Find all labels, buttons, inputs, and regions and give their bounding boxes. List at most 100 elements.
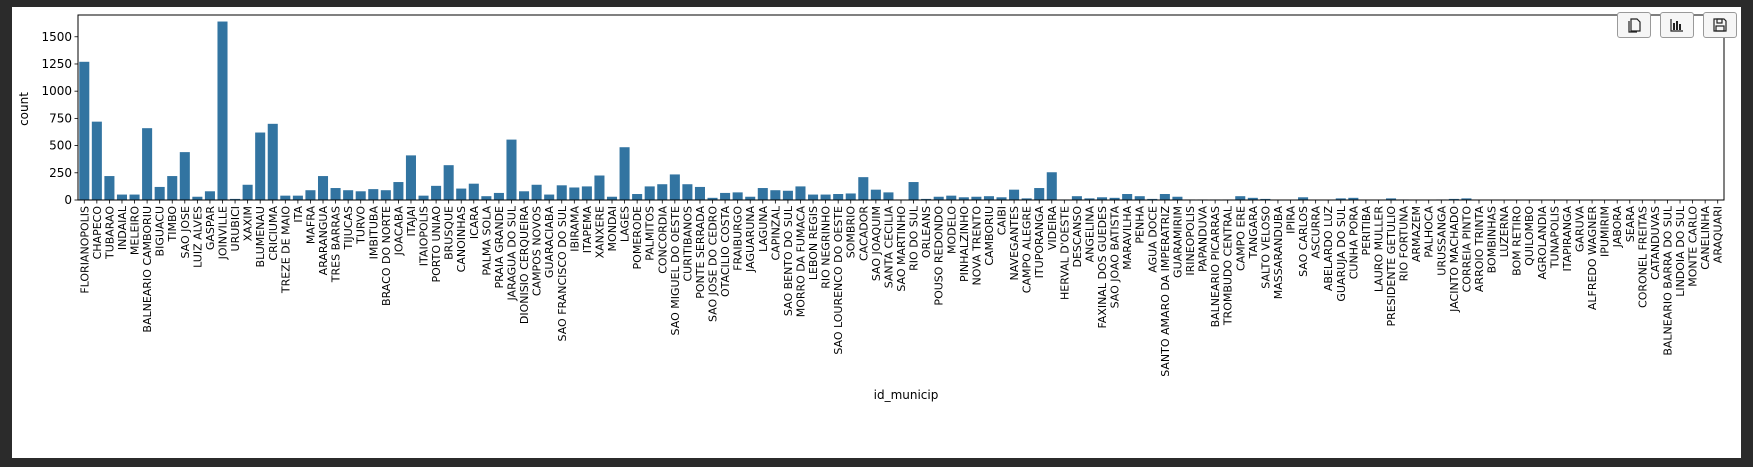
bar [732,192,743,200]
bar [569,187,580,200]
x-tick-label: ITAIOPOLIS [418,206,431,266]
x-tick-label: ORLEANS [920,206,933,258]
copy-button[interactable] [1617,12,1651,38]
x-tick-label: MONTE CARLO [1687,206,1700,287]
x-tick-label: SAO JOAQUIM [870,206,883,281]
x-tick-label: TURVO [355,206,368,245]
bar [519,191,530,200]
x-tick-label: BALNEARIO BARRA DO SUL [1661,205,1674,356]
y-axis-label: count [17,92,31,126]
x-tick-label: CAMBORIU [983,206,996,266]
bar [1034,188,1045,200]
x-tick-label: BRACO DO NORTE [380,206,393,306]
copy-icon [1628,18,1641,33]
bar [79,61,90,200]
bar [456,188,467,200]
x-tick-label: IPIRA [1285,206,1298,234]
bar [531,184,542,200]
x-tick-label: INDAIAL [116,205,129,250]
x-axis-label: id_municip [874,388,939,402]
x-tick-label: ABELARDO LUZ [1322,206,1335,292]
x-tick-label: GARUVA [1574,206,1587,253]
bar [142,128,153,200]
bar [217,21,228,200]
bar-chart-button[interactable] [1660,12,1694,38]
x-tick-label: RIO DO SUL [908,205,921,271]
bar [694,186,705,200]
x-tick-label: BIGUACU [154,206,167,256]
x-tick-label: SAO FRANCISCO DO SUL [556,205,569,341]
bar [1260,198,1271,200]
x-tick-label: CRICIUMA [267,206,280,261]
y-tick-label: 0 [64,193,72,207]
x-tick-label: PALMA SOLA [480,206,493,276]
bar [971,196,982,200]
bar [1071,196,1082,200]
x-tick-label: HERVAL D'OESTE [1058,206,1071,300]
bars-layer [79,21,1723,200]
x-tick-label: CATANDUVAS [1649,206,1662,280]
bar-chart-icon [1670,19,1683,32]
bar [317,176,329,200]
x-tick-label: CANELINHA [1699,206,1712,270]
x-tick-label: BOMBINHAS [1486,206,1499,273]
x-tick-label: PRAIA GRANDE [493,206,506,289]
bar [594,175,605,200]
bar [921,198,932,200]
bar [1009,189,1020,200]
x-tick-label: TANGARA [1247,206,1260,260]
x-tick-label: FLORIANOPOLIS [78,206,91,294]
x-tick-label: SAO JOSE DO CEDRO [707,206,720,322]
x-tick-label: TUBARAO [103,206,116,260]
y-tick-label: 1250 [41,57,72,71]
y-tick-label: 1000 [41,84,72,98]
x-tick-label: SANTO AMARO DA IMPERATRIZ [1159,206,1172,377]
bar [958,197,969,200]
bar [431,185,442,200]
bar [1235,196,1246,200]
x-tick-label: SANTA CECILIA [882,206,895,289]
bar [1159,194,1170,200]
bar [292,195,303,200]
save-button[interactable] [1703,12,1737,38]
x-tick-label: PORTO UNIAO [430,206,443,283]
bar [405,155,416,200]
y-tick-label: 500 [49,139,72,153]
x-tick-label: DESCANSO [1071,206,1084,268]
x-tick-label: TIMBO [166,206,179,243]
bar [116,194,127,200]
x-tick-label: IPUMIRIM [1599,206,1612,257]
y-tick-label: 250 [49,166,72,180]
x-tick-label: ARROIO TRINTA [1473,206,1486,293]
x-tick-label: CORONEL FREITAS [1636,206,1649,308]
bar [255,132,266,200]
bar [104,176,115,200]
bar [179,152,190,200]
bar [380,190,391,200]
bar [833,194,844,200]
x-tick-label: CACADOR [857,206,870,261]
x-tick-label: IRINEOPOLIS [1184,206,1197,276]
bar [154,186,165,200]
bar [1134,196,1145,200]
x-tick-label: NAVEGANTES [1008,206,1021,280]
bar [1448,198,1459,200]
bar [1461,198,1472,200]
x-tick-label: TIJUCAS [342,206,355,250]
bar [506,139,517,200]
x-tick-label: FAXINAL DOS GUEDES [1096,206,1109,329]
x-tick-label: SAO MARTINHO [895,206,908,292]
x-tick-label: CAIBI [996,206,1009,235]
bar [230,198,241,200]
x-tick-label: LAGUNA [757,206,770,253]
x-tick-label: ANGELINA [1083,206,1096,263]
bar [1122,194,1133,200]
x-tick-label: VIDEIRA [1046,206,1059,251]
bar [644,186,655,200]
bar [204,191,215,200]
x-tick-label: RIO FORTUNA [1398,206,1411,282]
bar [267,123,278,200]
x-tick-label: ARMAZEM [1410,206,1423,262]
x-tick-label: CAMPO ERE [1234,206,1247,271]
x-tick-label: POMERODE [631,206,644,270]
